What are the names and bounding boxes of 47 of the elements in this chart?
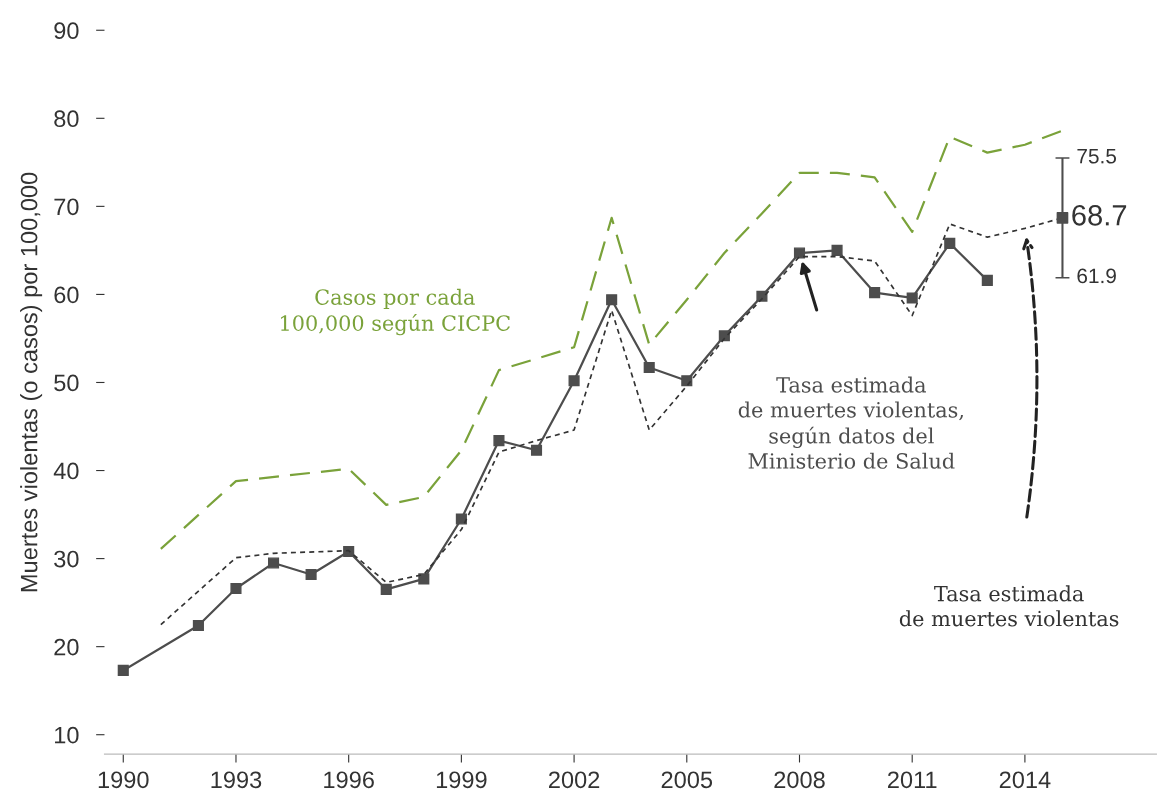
point — [380, 583, 392, 595]
point — [568, 375, 580, 387]
y-tick-label: 90 — [54, 22, 79, 40]
point — [267, 557, 280, 569]
point — [455, 513, 467, 525]
point — [981, 274, 993, 286]
y-tick-label: 40 — [53, 462, 79, 480]
line-series — [159, 129, 1064, 551]
y-tick-label: 60 — [54, 286, 79, 304]
point — [606, 294, 618, 306]
x-tick-label: 1993 — [211, 771, 262, 789]
x-tick-label: 1990 — [98, 771, 149, 789]
point — [418, 573, 430, 585]
point — [230, 582, 242, 595]
x-tick-label: 1996 — [324, 771, 374, 789]
x-tick-label: 2011 — [888, 771, 937, 789]
x-tick-label: 2008 — [774, 771, 825, 789]
x-tick-label: 2014 — [999, 771, 1051, 789]
y-tick-label: 10 — [55, 726, 79, 744]
data-label: 68.7 — [1072, 204, 1127, 226]
y-tick-label: 30 — [54, 550, 79, 568]
point — [643, 361, 655, 374]
x-tick-label: 1999 — [436, 771, 487, 789]
point — [944, 237, 956, 249]
series-label: Casos por cada 100,000 según CICPC — [281, 288, 510, 336]
point — [681, 375, 693, 387]
point — [343, 545, 355, 558]
point — [305, 568, 317, 580]
point — [831, 244, 843, 256]
x-tick-label: 2002 — [549, 771, 600, 789]
point — [493, 435, 505, 447]
y-tick-label: 80 — [54, 110, 79, 128]
point — [793, 247, 806, 259]
text: Tasa estimada de muertes violentas — [899, 585, 1119, 627]
point — [192, 619, 204, 632]
y-tick-label: 50 — [54, 374, 79, 392]
y-axis-title: Muertes violentas (o casos) por 100,000 — [20, 172, 43, 592]
y-tick-label: 70 — [54, 198, 79, 216]
point — [117, 664, 129, 676]
point — [869, 287, 881, 299]
x-tick-label: 2005 — [661, 771, 713, 789]
point — [530, 444, 543, 456]
series-label: Tasa estimada de muertes violentas, según datos del Ministerio de Salud — [738, 376, 963, 469]
annotation: 61.9 — [1077, 268, 1116, 284]
annotation: 75.5 — [1077, 148, 1117, 164]
point — [906, 292, 918, 304]
y-tick-label: 20 — [54, 638, 79, 656]
